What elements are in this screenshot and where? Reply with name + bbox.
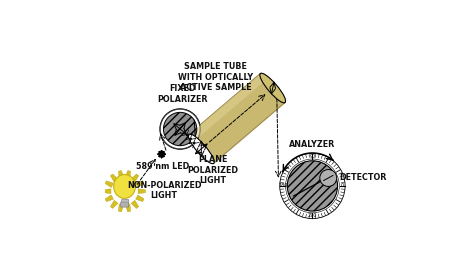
Text: NON-POLARIZED
LIGHT: NON-POLARIZED LIGHT <box>127 181 201 200</box>
Text: FIXED
POLARIZER: FIXED POLARIZER <box>157 85 208 104</box>
Polygon shape <box>105 181 113 188</box>
Circle shape <box>287 161 337 211</box>
Polygon shape <box>131 174 139 182</box>
Circle shape <box>280 153 345 219</box>
Circle shape <box>320 169 337 186</box>
Polygon shape <box>189 73 285 163</box>
Polygon shape <box>118 171 124 178</box>
Text: 180: 180 <box>278 184 287 188</box>
Polygon shape <box>136 181 144 188</box>
Polygon shape <box>189 74 266 141</box>
Polygon shape <box>131 200 139 209</box>
Polygon shape <box>125 204 131 212</box>
Text: DETECTOR: DETECTOR <box>339 173 387 182</box>
Circle shape <box>160 109 201 149</box>
Text: ANALYZER: ANALYZER <box>289 140 336 149</box>
Polygon shape <box>138 189 146 194</box>
Text: 589 nm LED: 589 nm LED <box>137 162 190 171</box>
Text: 90: 90 <box>310 154 316 159</box>
Circle shape <box>285 159 339 213</box>
Polygon shape <box>110 200 118 209</box>
Circle shape <box>164 112 197 146</box>
Polygon shape <box>110 174 118 182</box>
Polygon shape <box>105 195 113 202</box>
Text: SAMPLE TUBE
WITH OPTICALLY
ACTIVE SAMPLE: SAMPLE TUBE WITH OPTICALLY ACTIVE SAMPLE <box>178 62 254 92</box>
Text: 270: 270 <box>308 213 317 218</box>
Text: 0: 0 <box>340 184 344 188</box>
Polygon shape <box>118 204 124 212</box>
Ellipse shape <box>260 73 286 103</box>
Ellipse shape <box>188 134 214 164</box>
Polygon shape <box>125 171 131 178</box>
Polygon shape <box>136 195 144 202</box>
Polygon shape <box>104 189 111 194</box>
Text: PLANE
POLARIZED
LIGHT: PLANE POLARIZED LIGHT <box>188 156 239 185</box>
Polygon shape <box>121 203 128 206</box>
Polygon shape <box>121 199 128 203</box>
Ellipse shape <box>114 174 136 198</box>
FancyBboxPatch shape <box>120 202 128 207</box>
